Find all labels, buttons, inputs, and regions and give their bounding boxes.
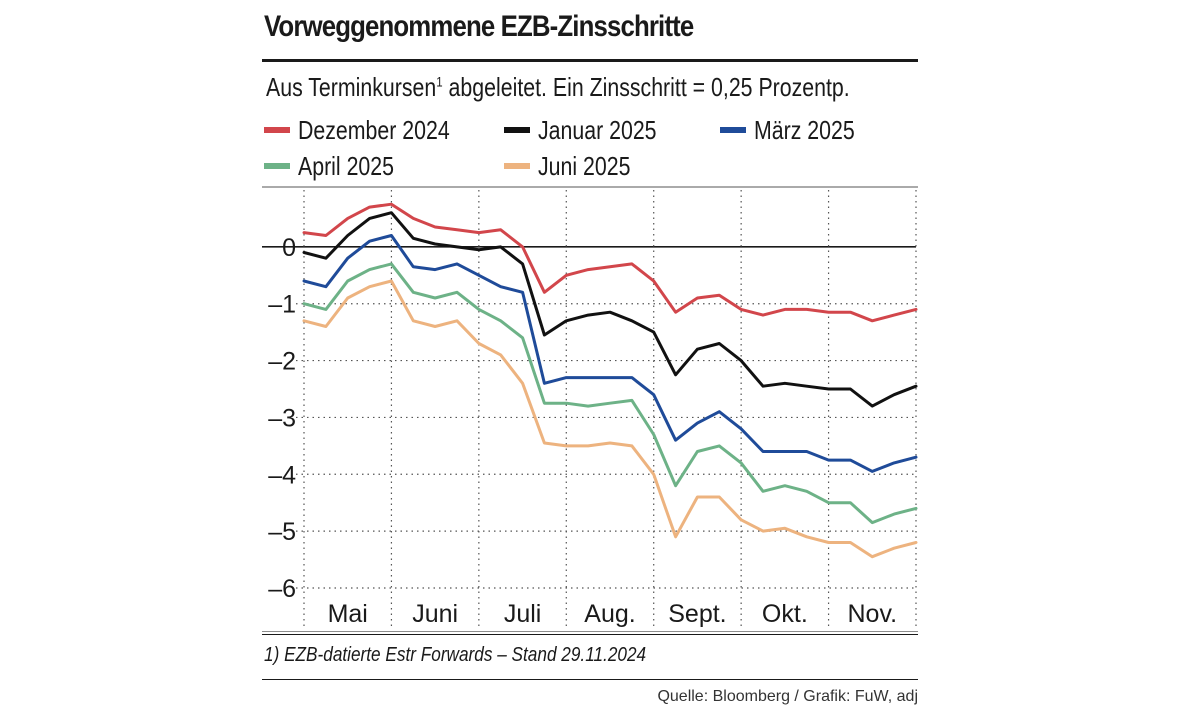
subtitle-text-pre: Aus Terminkursen (266, 72, 437, 102)
footnote-rule (262, 634, 918, 635)
chart-subtitle: Aus Terminkursen1 abgeleitet. Ein Zinssc… (266, 72, 850, 103)
legend-swatch-jun2025 (504, 163, 530, 169)
y-tick-label: –4 (268, 461, 296, 489)
legend-label-dez2024: Dezember 2024 (298, 114, 450, 145)
x-tick-label: Juli (504, 600, 542, 628)
title-rule (262, 59, 918, 62)
source-rule (262, 679, 918, 680)
legend-label-mar2025: März 2025 (754, 114, 855, 145)
legend-swatch-apr2025 (264, 163, 290, 169)
series-line-jun2025 (302, 279, 918, 559)
legend-item-mar2025: März 2025 (720, 114, 877, 146)
footnote: 1) EZB-datierte Estr Forwards – Stand 29… (264, 644, 647, 666)
y-tick-label: –5 (268, 518, 296, 546)
source-credit: Quelle: Bloomberg / Grafik: FuW, adj (657, 688, 918, 705)
y-tick-label: 0 (282, 234, 296, 262)
legend-item-apr2025: April 2025 (264, 150, 415, 182)
chart-figure: Vorweggenommene EZB-Zinsschritte Aus Ter… (262, 0, 918, 713)
legend-swatch-jan2025 (504, 127, 530, 133)
y-tick-label: –3 (268, 404, 296, 432)
series-line-mar2025 (302, 234, 918, 473)
x-tick-label: Okt. (762, 600, 808, 628)
y-tick-label: –6 (268, 575, 296, 603)
chart-title: Vorweggenommene EZB-Zinsschritte (264, 10, 694, 43)
subtitle-text-post: abgeleitet. Ein Zinsschritt = 0,25 Proze… (442, 72, 850, 102)
line-chart: 0 –1 –2 –3 –4 –5 –6 Mai Juni Juli Aug. Sept. Okt. Nov… (262, 186, 918, 632)
legend-item-jan2025: Januar 2025 (504, 114, 683, 146)
y-tick-label: –2 (268, 348, 296, 376)
x-tick-label: Sept. (668, 600, 726, 628)
series-line-dez2024 (302, 202, 918, 323)
series-line-apr2025 (302, 262, 918, 525)
x-tick-label: Mai (328, 600, 368, 628)
legend-label-apr2025: April 2025 (298, 150, 395, 181)
x-tick-label: Nov. (848, 600, 898, 628)
legend-swatch-dez2024 (264, 127, 290, 133)
legend-item-jun2025: Juni 2025 (504, 150, 651, 182)
series-line-jan2025 (302, 211, 918, 408)
x-tick-label: Juni (412, 600, 458, 628)
legend-swatch-mar2025 (720, 127, 746, 133)
legend-label-jan2025: Januar 2025 (538, 114, 657, 145)
legend-label-jun2025: Juni 2025 (538, 150, 631, 181)
x-tick-label: Aug. (584, 600, 635, 628)
subtitle-footnote-mark: 1 (436, 73, 443, 90)
legend-item-dez2024: Dezember 2024 (264, 114, 483, 146)
y-tick-label: –1 (268, 291, 296, 319)
